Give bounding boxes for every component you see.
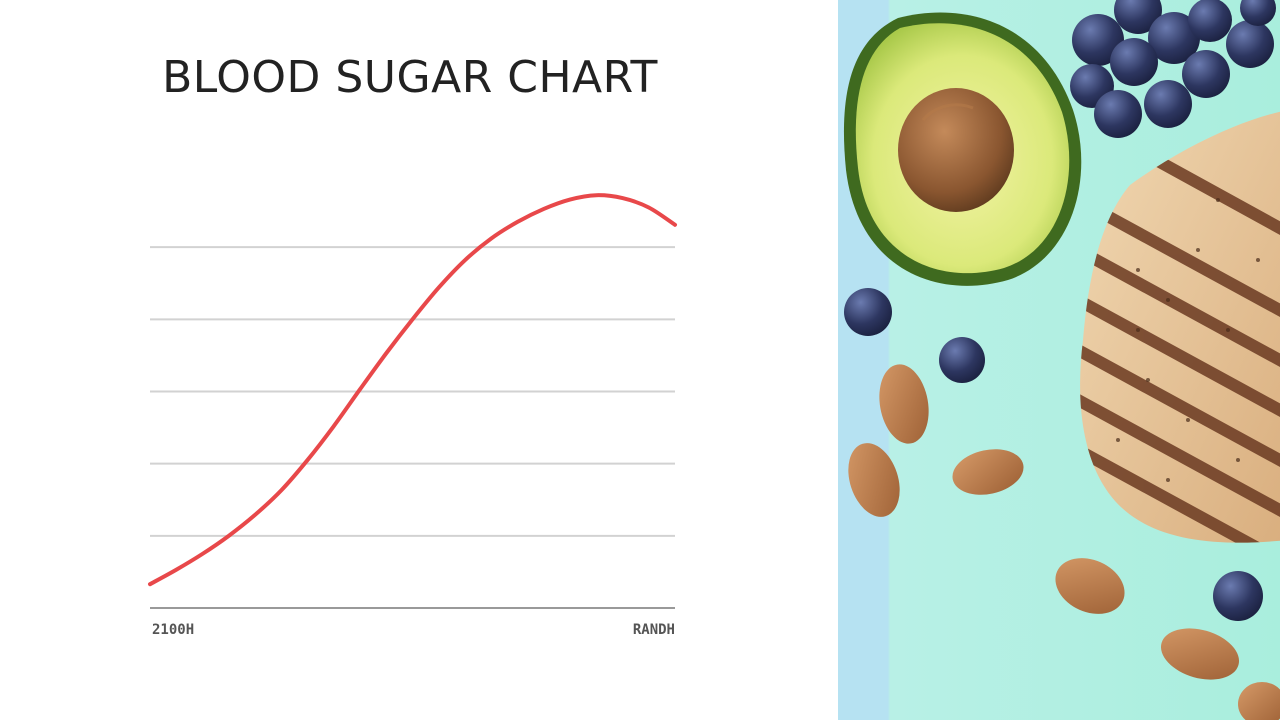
blueberry-icon xyxy=(844,0,1276,621)
almond-icon xyxy=(848,364,1280,720)
series-line-1 xyxy=(148,193,677,587)
x-tick-label-start: 2100H xyxy=(152,622,194,638)
blood-sugar-line-chart: 2100H RANDH xyxy=(148,193,677,638)
food-photo xyxy=(838,0,1280,720)
avocado-icon xyxy=(843,12,1082,286)
series-layer xyxy=(148,193,677,587)
chart-panel: BLOOD SUGAR CHART 2100H RANDH xyxy=(148,52,677,638)
gridlines xyxy=(150,246,675,537)
chart-title: BLOOD SUGAR CHART xyxy=(162,52,658,103)
x-tick-label-end: RANDH xyxy=(633,622,675,638)
chicken-breast-icon xyxy=(1080,111,1280,543)
